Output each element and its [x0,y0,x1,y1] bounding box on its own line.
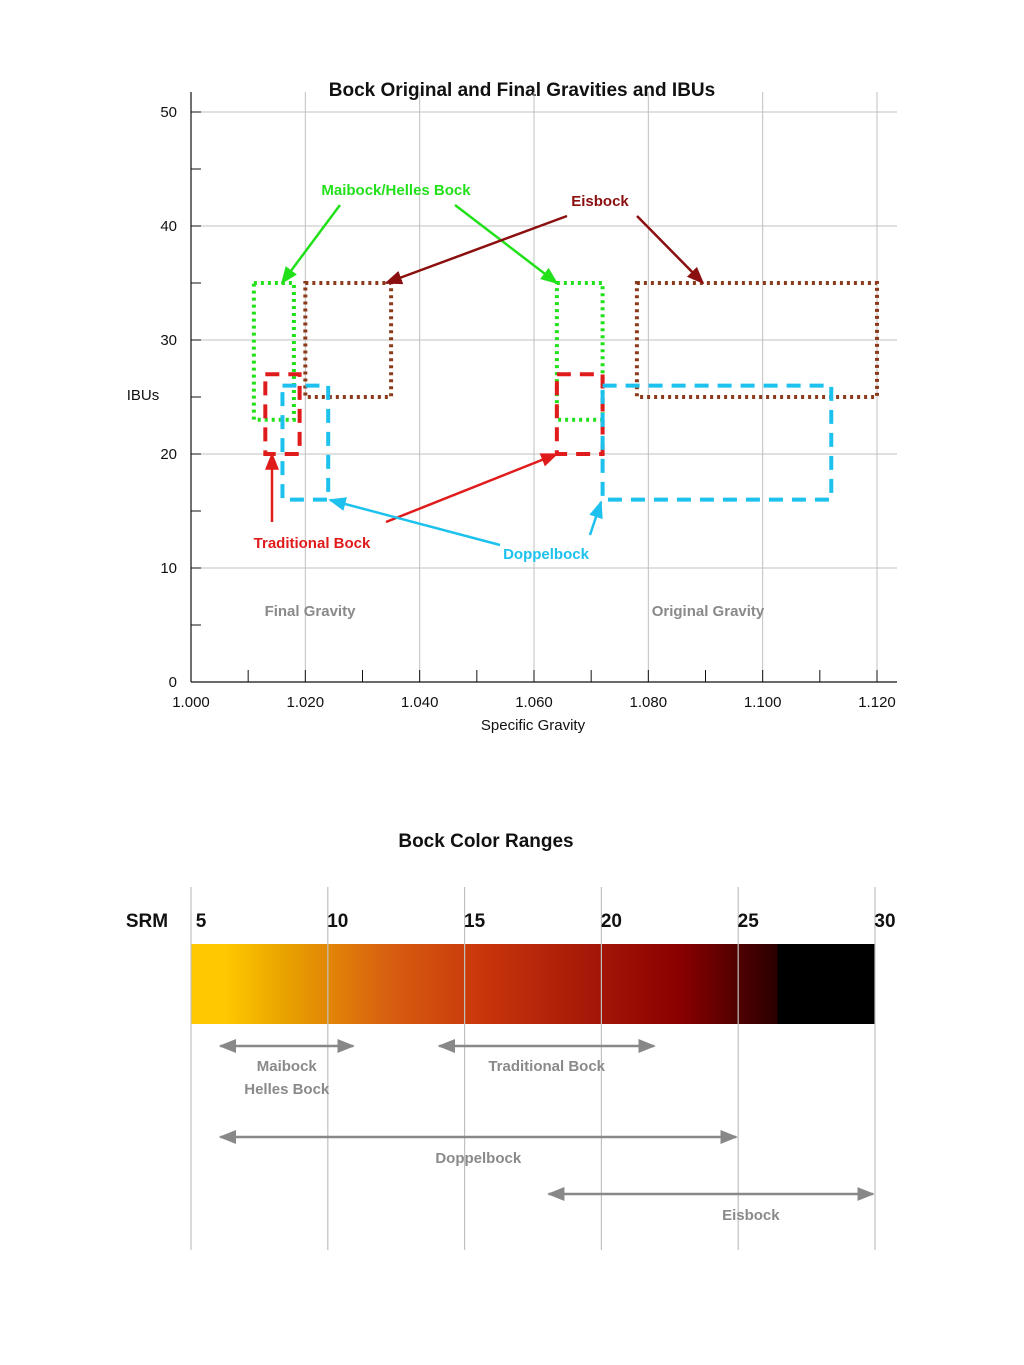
x-tick-label: 1.120 [858,694,896,711]
maibock-label: Maibock/Helles Bock [321,182,471,199]
doppelbock-arrow [328,497,501,547]
y-tick-label: 30 [160,332,177,349]
x-tick-label: 1.080 [630,694,668,711]
srm-tick-label: 5 [196,911,207,932]
x-tick-label: 1.020 [287,694,325,711]
gravity-chart-tick-labels: 0 10 20 30 40 50 1.000 1.020 1.040 1.060 1.080 1.10… [160,104,895,711]
srm-tick-labels: 5 10 15 20 25 30 [196,911,896,932]
maibock-helles-bock-range-label: Maibock [257,1058,318,1075]
maibock-arrow [454,204,559,285]
maibock-helles-bock-range-box [554,281,605,422]
gravity-chart-axes [190,92,897,683]
traditional-bock-arrow [385,452,559,524]
srm-tick-label: 25 [738,911,760,932]
maibock-arrow [280,204,342,285]
gravity-callouts: Maibock/Helles Bock Eisbock Traditional Bo… [254,182,705,563]
y-tick-label: 50 [160,104,177,121]
srm-grid [190,887,876,1250]
eisbock-range-label: Eisbock [722,1207,780,1224]
srm-tick-label: 20 [601,911,622,932]
srm-tick-label: 10 [327,911,348,932]
traditional-bock-label: Traditional Bock [254,535,371,552]
y-tick-label: 40 [160,218,177,235]
eisbock-range-box [634,281,880,399]
y-tick-label: 10 [160,560,177,577]
y-tick-label: 20 [160,446,177,463]
srm-color-bar [191,944,875,1024]
eisbock-arrow [384,214,568,285]
traditional-bock-range-box [554,372,605,457]
eisbock-range-box [303,281,394,399]
final-gravity-label: Final Gravity [265,603,357,620]
srm-axis-label: SRM [126,911,168,932]
original-gravity-label: Original Gravity [652,603,765,620]
doppelbock-range-box [280,383,331,502]
eisbock-arrow [636,215,705,285]
maibock-helles-bock-range-label: Helles Bock [244,1081,330,1098]
gravity-range-boxes [251,281,880,502]
srm-tick-label: 30 [874,911,895,932]
y-axis-label: IBUs [127,387,160,404]
eisbock-label: Eisbock [571,193,629,210]
doppelbock-label: Doppelbock [503,546,589,563]
doppelbock-arrow [588,500,603,536]
traditional-bock-range-label: Traditional Bock [488,1058,605,1075]
doppelbock-range-box [600,383,834,502]
x-tick-label: 1.000 [172,694,210,711]
srm-tick-label: 15 [464,911,486,932]
x-tick-label: 1.060 [515,694,553,711]
y-tick-label: 0 [169,674,177,691]
x-tick-label: 1.040 [401,694,439,711]
color-chart-title: Bock Color Ranges [398,831,573,852]
traditional-bock-range-box [263,372,302,457]
x-tick-label: 1.100 [744,694,782,711]
gravity-chart-title: Bock Original and Final Gravities and IB… [329,80,715,101]
doppelbock-range-label: Doppelbock [435,1150,521,1167]
maibock-helles-bock-range-box [251,281,296,422]
srm-ranges: Maibock Helles Bock Traditional Bock Doppel… [218,1039,875,1224]
x-axis-label: Specific Gravity [481,717,586,734]
